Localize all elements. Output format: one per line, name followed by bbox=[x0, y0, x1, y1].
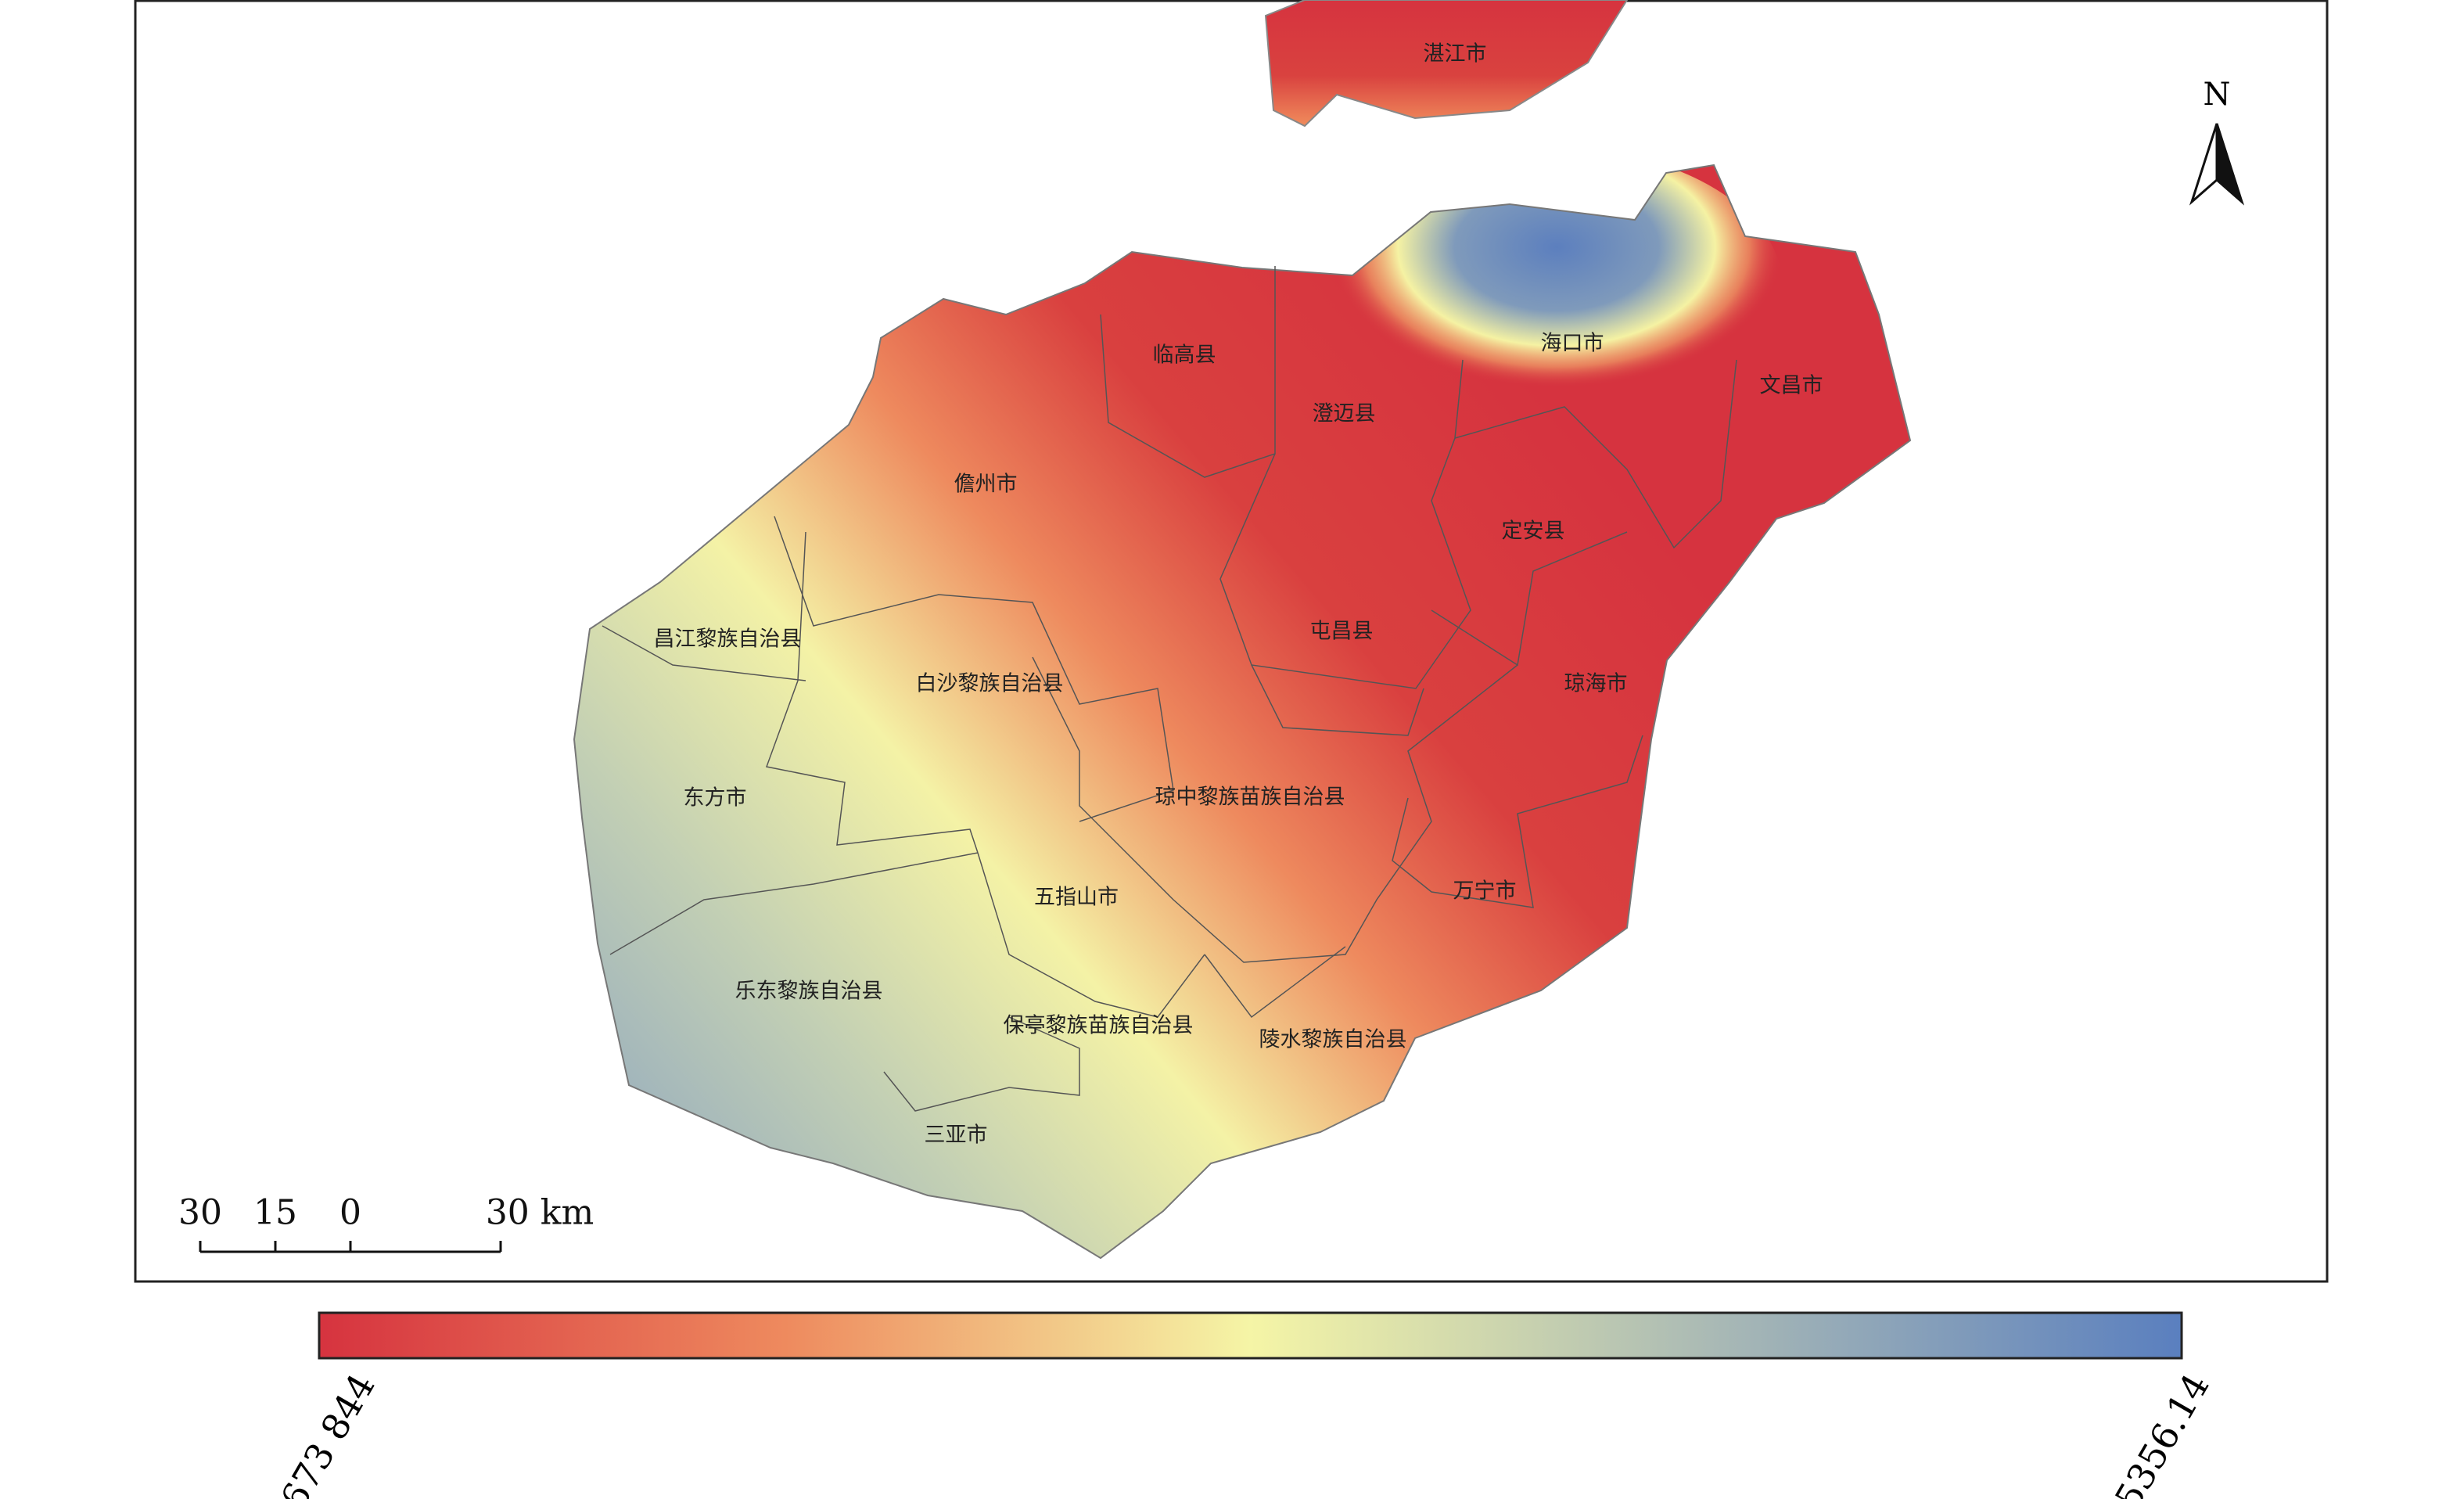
region-label: 海口市 bbox=[1541, 332, 1604, 356]
north-arrow: N bbox=[2189, 77, 2245, 206]
region-label: 屯昌县 bbox=[1310, 620, 1374, 644]
district-borders bbox=[602, 266, 1737, 1112]
region-label: 临高县 bbox=[1153, 343, 1216, 368]
scale-label: 15 bbox=[253, 1193, 297, 1233]
scale-label: 0 bbox=[339, 1193, 361, 1233]
legend-max: 5356.14 bbox=[2107, 1367, 2218, 1499]
region-label: 琼中黎族苗族自治县 bbox=[1155, 785, 1345, 810]
region-label: 乐东黎族自治县 bbox=[735, 980, 883, 1004]
region-label: 湛江市 bbox=[1424, 42, 1487, 67]
legend-min: 673 844 bbox=[272, 1367, 383, 1499]
color-bar bbox=[318, 1311, 2183, 1360]
region-label: 万宁市 bbox=[1453, 879, 1517, 904]
region-label: 三亚市 bbox=[925, 1123, 988, 1148]
region-label: 琼海市 bbox=[1564, 672, 1628, 696]
region-label: 儋州市 bbox=[954, 473, 1018, 497]
legend: 673 844 5356.14 bbox=[272, 1311, 2218, 1499]
region-label: 东方市 bbox=[684, 786, 747, 811]
north-label: N bbox=[2204, 77, 2231, 113]
region-label: 昌江黎族自治县 bbox=[654, 627, 802, 652]
region-label: 五指山市 bbox=[1034, 886, 1119, 910]
region-label: 文昌市 bbox=[1760, 374, 1823, 398]
zhanjiang-area bbox=[1264, 0, 1629, 128]
scale-label: 30 km bbox=[486, 1193, 594, 1233]
region-label: 保亭黎族苗族自治县 bbox=[1004, 1014, 1194, 1038]
region-label: 陵水黎族自治县 bbox=[1259, 1028, 1407, 1052]
scale-label: 30 bbox=[178, 1193, 222, 1233]
scale-bar: 30 15 0 30 km bbox=[178, 1193, 594, 1253]
region-label: 澄迈县 bbox=[1313, 402, 1376, 426]
region-labels: 湛江市 海口市 文昌市 临高县 澄迈县 儋州市 定安县 屯昌县 琼海市 昌江黎族… bbox=[654, 42, 1823, 1148]
region-label: 白沙黎族自治县 bbox=[916, 672, 1064, 696]
region-label: 定安县 bbox=[1502, 519, 1565, 544]
